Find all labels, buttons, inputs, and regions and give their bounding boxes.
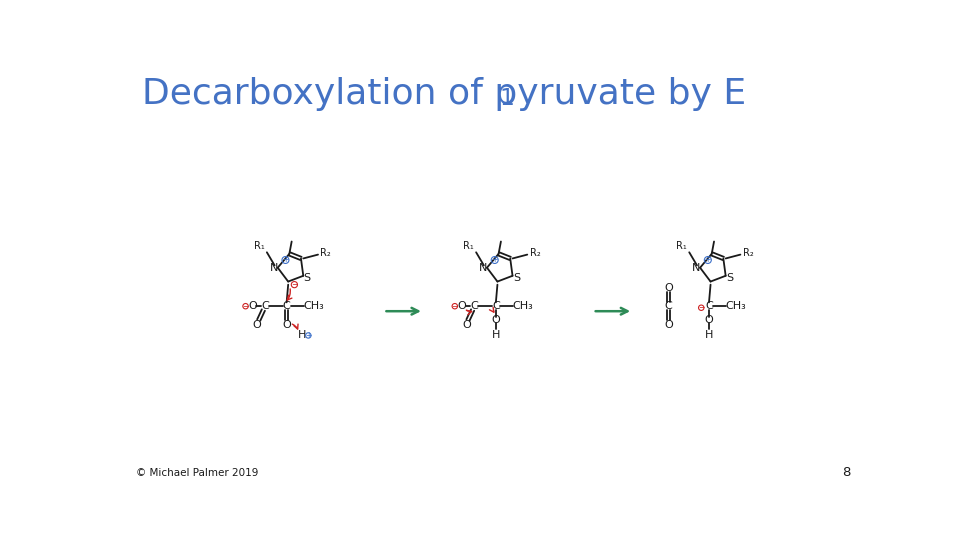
Text: O: O [492,315,500,325]
Text: R₂: R₂ [321,248,331,258]
Text: 1: 1 [499,87,515,110]
Text: N: N [479,264,488,273]
Text: +: + [705,255,711,265]
Text: O: O [252,320,261,330]
Text: Decarboxylation of pyruvate by E: Decarboxylation of pyruvate by E [142,77,746,111]
Text: H: H [492,330,500,340]
Text: O: O [705,315,713,325]
Text: −: − [698,303,705,312]
Text: +: + [305,331,311,340]
Text: S: S [726,273,733,283]
Text: −: − [291,280,298,289]
Text: −: − [242,302,249,310]
Text: N: N [270,264,278,273]
Text: N: N [692,264,701,273]
Text: O: O [282,320,291,330]
Text: R₁: R₁ [676,241,686,251]
Text: O: O [462,320,470,330]
Text: H: H [705,330,713,340]
Text: H: H [298,330,306,340]
Text: S: S [513,273,520,283]
Text: CH₃: CH₃ [513,301,534,311]
Text: C: C [470,301,478,311]
Text: C: C [706,301,713,311]
Text: 8: 8 [842,467,850,480]
Text: +: + [492,255,498,265]
Text: R₁: R₁ [463,241,473,251]
Text: R₂: R₂ [530,248,540,258]
Text: C: C [492,301,500,311]
Text: C: C [261,301,269,311]
Text: CH₃: CH₃ [726,301,747,311]
Text: O: O [664,283,673,293]
Text: S: S [303,273,311,283]
Text: R₁: R₁ [253,241,265,251]
Text: O: O [457,301,467,311]
Text: +: + [282,255,289,265]
Text: C: C [283,301,291,311]
Text: R₂: R₂ [743,248,754,258]
Text: © Michael Palmer 2019: © Michael Palmer 2019 [135,468,258,478]
Text: C: C [665,301,673,311]
Text: O: O [248,301,257,311]
Text: O: O [664,320,673,330]
Text: −: − [451,302,458,310]
Text: CH₃: CH₃ [303,301,324,311]
